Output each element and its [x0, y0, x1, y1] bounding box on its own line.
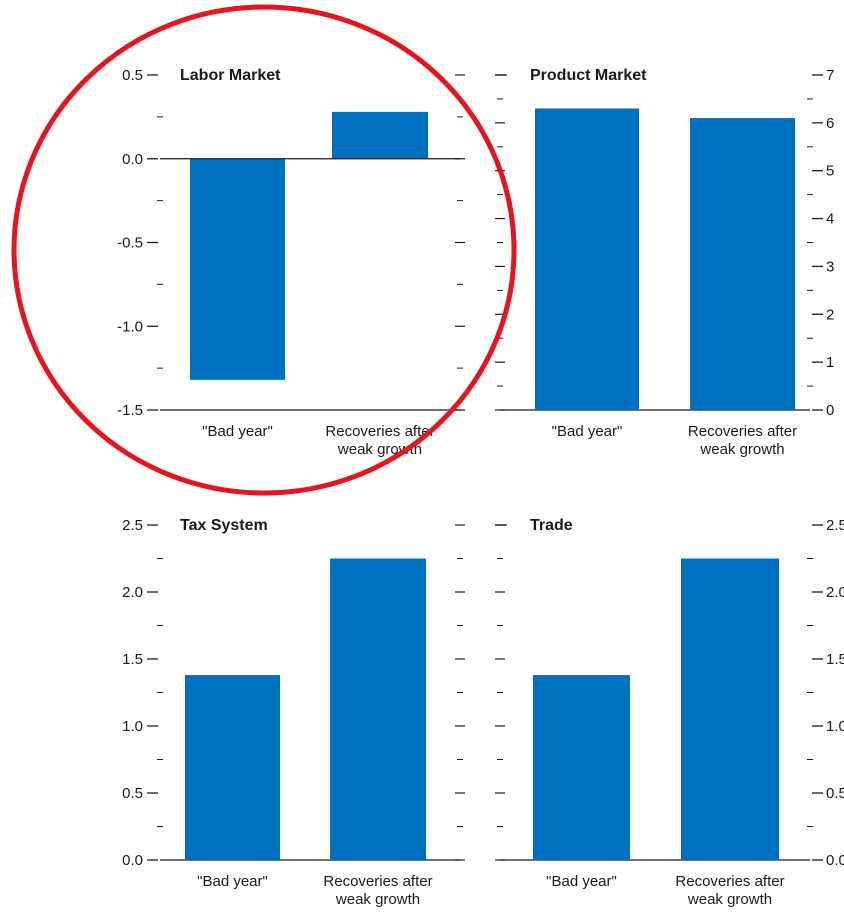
y-tick-label: 7: [826, 67, 834, 84]
bar: [330, 558, 426, 860]
category-label: "Bad year": [552, 423, 623, 440]
panel-tax-system: 0.0 0.5 1.0 1.5 2.0 2.5 Tax System "Bad year" Re…: [122, 517, 465, 908]
category-label: Recoveries after: [323, 873, 432, 890]
category-label: "Bad year": [546, 873, 617, 890]
bar: [332, 111, 428, 159]
category-label: "Bad year": [197, 873, 268, 890]
y-tick-label: -1.5: [117, 402, 143, 419]
y-tick-label: 0.0: [122, 852, 143, 869]
y-tick-label: 2.0: [826, 584, 844, 601]
category-label: weak growth: [335, 891, 420, 908]
bar: [690, 118, 795, 411]
y-tick-label: 6: [826, 115, 834, 132]
bar: [190, 158, 285, 380]
y-tick-label: 2.5: [122, 517, 143, 534]
category-label: Recoveries after: [675, 873, 784, 890]
y-tick-label: 1.0: [122, 718, 143, 735]
bar: [185, 675, 280, 860]
category-label: "Bad year": [202, 423, 273, 440]
y-tick-label: 3: [826, 258, 834, 275]
y-tick-label: 1.0: [826, 718, 844, 735]
y-tick-label: 1.5: [122, 651, 143, 668]
y-tick-label: 2.0: [122, 584, 143, 601]
y-tick-label: 1.5: [826, 651, 844, 668]
y-tick-label: 1: [826, 354, 834, 371]
y-tick-label: 2.5: [826, 517, 844, 534]
y-tick-label: 0.5: [122, 785, 143, 802]
category-label: weak growth: [687, 891, 772, 908]
y-tick-label: 0.0: [826, 852, 844, 869]
panel-product-market: 0 1 2 3 4 5 6 7 Product Market "Bad year" Recoveri…: [495, 67, 834, 458]
panel-title: Tax System: [180, 517, 268, 534]
panel-title: Trade: [530, 517, 573, 534]
y-tick-label: 0.0: [122, 151, 143, 168]
y-tick-label: 0: [826, 402, 834, 419]
category-label: Recoveries after: [688, 423, 797, 440]
bar: [681, 558, 779, 860]
y-tick-label: 4: [826, 211, 834, 228]
panel-title: Labor Market: [180, 67, 281, 84]
category-label: weak growth: [699, 441, 784, 458]
panel-labor-market: -1.5 -1.0 -0.5 0.0 0.5 Labor Market "Bad year"…: [117, 67, 465, 458]
bar: [535, 108, 639, 410]
y-tick-label: -1.0: [117, 318, 143, 335]
bar: [533, 675, 630, 860]
y-tick-label: -0.5: [117, 235, 143, 252]
y-tick-label: 0.5: [826, 785, 844, 802]
panel-title: Product Market: [530, 67, 647, 84]
panel-trade: 0.0 0.5 1.0 1.5 2.0 2.5 Trade "Bad year" Recover…: [495, 517, 844, 908]
y-tick-label: 2: [826, 306, 834, 323]
y-tick-label: 0.5: [122, 67, 143, 84]
highlight-circle: [11, 4, 517, 496]
y-tick-label: 5: [826, 163, 834, 180]
category-label: Recoveries after: [325, 423, 434, 440]
